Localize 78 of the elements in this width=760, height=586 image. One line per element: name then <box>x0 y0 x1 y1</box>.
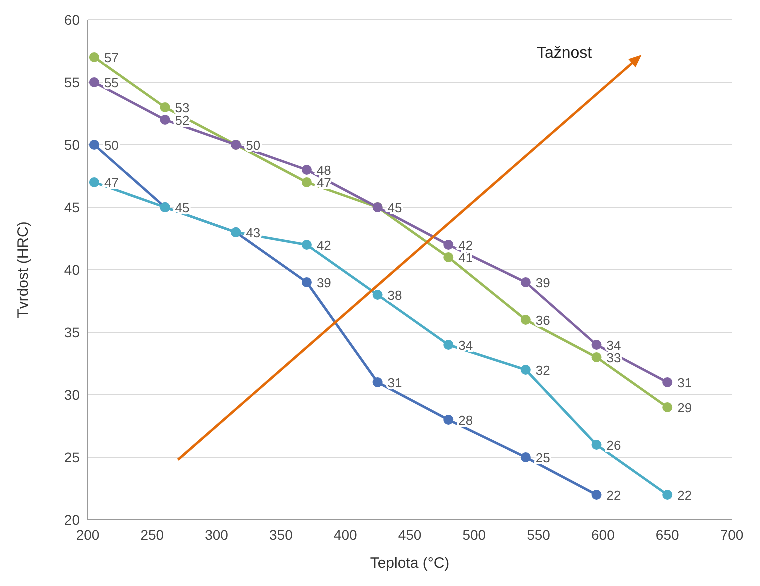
point <box>520 365 531 375</box>
data-label: 57 <box>104 50 119 66</box>
x-tick-label: 500 <box>462 527 486 543</box>
y-tick-label: 50 <box>64 137 80 153</box>
y-tick-label: 60 <box>64 12 80 28</box>
data-label: 47 <box>104 176 119 190</box>
data-label: 50 <box>104 138 119 153</box>
y-tick-label: 30 <box>64 387 80 403</box>
data-label: 50 <box>246 138 261 153</box>
point <box>592 340 602 350</box>
data-label: 34 <box>606 338 622 353</box>
data-label: 38 <box>388 288 402 303</box>
x-tick-label: 250 <box>140 527 164 543</box>
data-label: 22 <box>678 488 692 503</box>
point <box>372 290 383 300</box>
data-label: 31 <box>678 376 692 390</box>
data-label: 41 <box>458 250 474 266</box>
point <box>302 165 312 175</box>
point <box>302 240 312 250</box>
y-axis-title: Tvrdost (HRC) <box>15 222 32 318</box>
data-label: 31 <box>388 376 402 390</box>
x-tick-label: 350 <box>270 527 294 543</box>
x-tick-label: 450 <box>398 527 422 543</box>
y-tick-label: 20 <box>64 512 80 528</box>
data-label: 28 <box>458 413 474 428</box>
data-label: 45 <box>388 200 402 216</box>
y-tick-label: 45 <box>64 200 80 216</box>
data-label: 39 <box>316 276 332 290</box>
point <box>89 140 100 150</box>
point <box>444 240 454 250</box>
y-tick-label: 40 <box>64 262 80 278</box>
data-label: 22 <box>606 488 622 503</box>
point <box>662 402 673 412</box>
data-label: 25 <box>536 450 550 466</box>
data-label: 32 <box>536 363 550 378</box>
point <box>89 178 100 188</box>
y-tick-label: 35 <box>64 324 80 340</box>
data-label: 42 <box>316 238 332 253</box>
data-label: 36 <box>536 313 550 328</box>
point <box>520 452 531 462</box>
point <box>302 278 312 288</box>
point <box>160 115 170 125</box>
point <box>444 340 454 350</box>
point <box>592 440 602 450</box>
point <box>520 278 531 288</box>
data-label: 53 <box>175 100 190 116</box>
point <box>89 52 100 62</box>
x-tick-label: 400 <box>334 527 358 543</box>
data-label: 33 <box>606 350 622 366</box>
point <box>89 78 100 88</box>
x-tick-label: 700 <box>720 527 744 543</box>
x-axis-title: Teplota (°C) <box>370 555 450 572</box>
point <box>444 415 454 425</box>
y-tick-label: 55 <box>64 74 80 90</box>
point <box>372 378 383 388</box>
data-label: 55 <box>104 76 119 90</box>
data-label: 39 <box>536 276 550 290</box>
data-label: 42 <box>458 238 474 253</box>
x-tick-label: 200 <box>76 527 100 543</box>
point <box>160 102 170 112</box>
point <box>444 252 454 262</box>
data-label: 26 <box>606 438 622 453</box>
x-tick-label: 550 <box>527 527 551 543</box>
annotation: Tažnost <box>536 45 593 62</box>
point <box>592 490 602 500</box>
y-tick-label: 25 <box>64 450 80 466</box>
x-tick-label: 600 <box>592 527 616 543</box>
data-label: 45 <box>175 200 190 216</box>
data-label: 29 <box>678 400 692 416</box>
x-tick-label: 300 <box>205 527 229 543</box>
point <box>662 378 673 388</box>
data-label: 48 <box>316 163 332 178</box>
point <box>520 315 531 325</box>
point <box>302 178 312 188</box>
x-tick-label: 650 <box>656 527 680 543</box>
point <box>592 352 602 362</box>
data-label: 34 <box>458 338 474 353</box>
point <box>662 490 673 500</box>
